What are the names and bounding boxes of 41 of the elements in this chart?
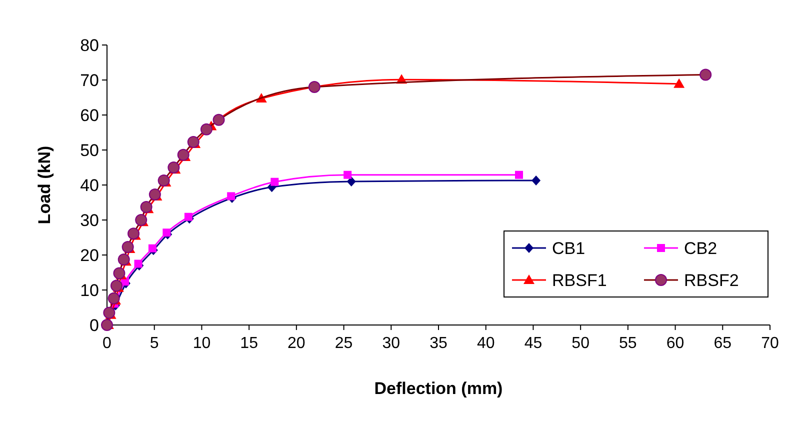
y-tick-label: 60 [80,106,99,125]
legend-label: CB1 [552,238,586,258]
legend-label: CB2 [684,238,718,258]
y-tick-label: 10 [80,280,99,300]
x-tick-label: 0 [102,335,112,352]
x-tick-label: 60 [666,335,684,352]
x-axis-title: Deflection (mm) [374,379,503,398]
y-tick-label: 20 [80,246,99,265]
point [184,212,192,221]
legend-label: RBSF2 [684,270,739,290]
y-tick-label: 30 [80,210,99,230]
point [674,78,685,88]
x-tick-label: 55 [619,335,637,352]
y-tick-label: 40 [80,176,99,195]
x-tick-label: 20 [288,335,306,352]
point [148,244,156,252]
point [227,192,236,200]
x-tick-label: 50 [572,335,590,352]
x-tick-label: 65 [714,335,732,352]
y-tick-label: 0 [90,316,99,335]
x-tick-label: 15 [240,335,258,352]
x-tick-label: 70 [761,335,779,352]
y-tick-label: 80 [80,36,99,55]
y-tick-label: 70 [80,70,99,90]
x-tick-label: 35 [430,335,448,352]
point [346,176,356,186]
x-tick-label: 30 [382,335,400,352]
point [134,260,142,268]
x-tick-label: 40 [476,335,495,352]
x-tick-label: 5 [150,335,159,352]
x-tick-label: 10 [192,335,211,352]
y-tick-label: 50 [80,140,99,160]
point [515,170,524,179]
x-tick-label: 45 [524,335,542,352]
legend-label: RBSF1 [552,270,607,290]
point [532,175,541,186]
y-axis-title: Load (kN) [35,146,54,224]
point [270,178,279,186]
point [344,170,352,179]
point [162,228,171,237]
x-tick-label: 25 [334,335,353,352]
